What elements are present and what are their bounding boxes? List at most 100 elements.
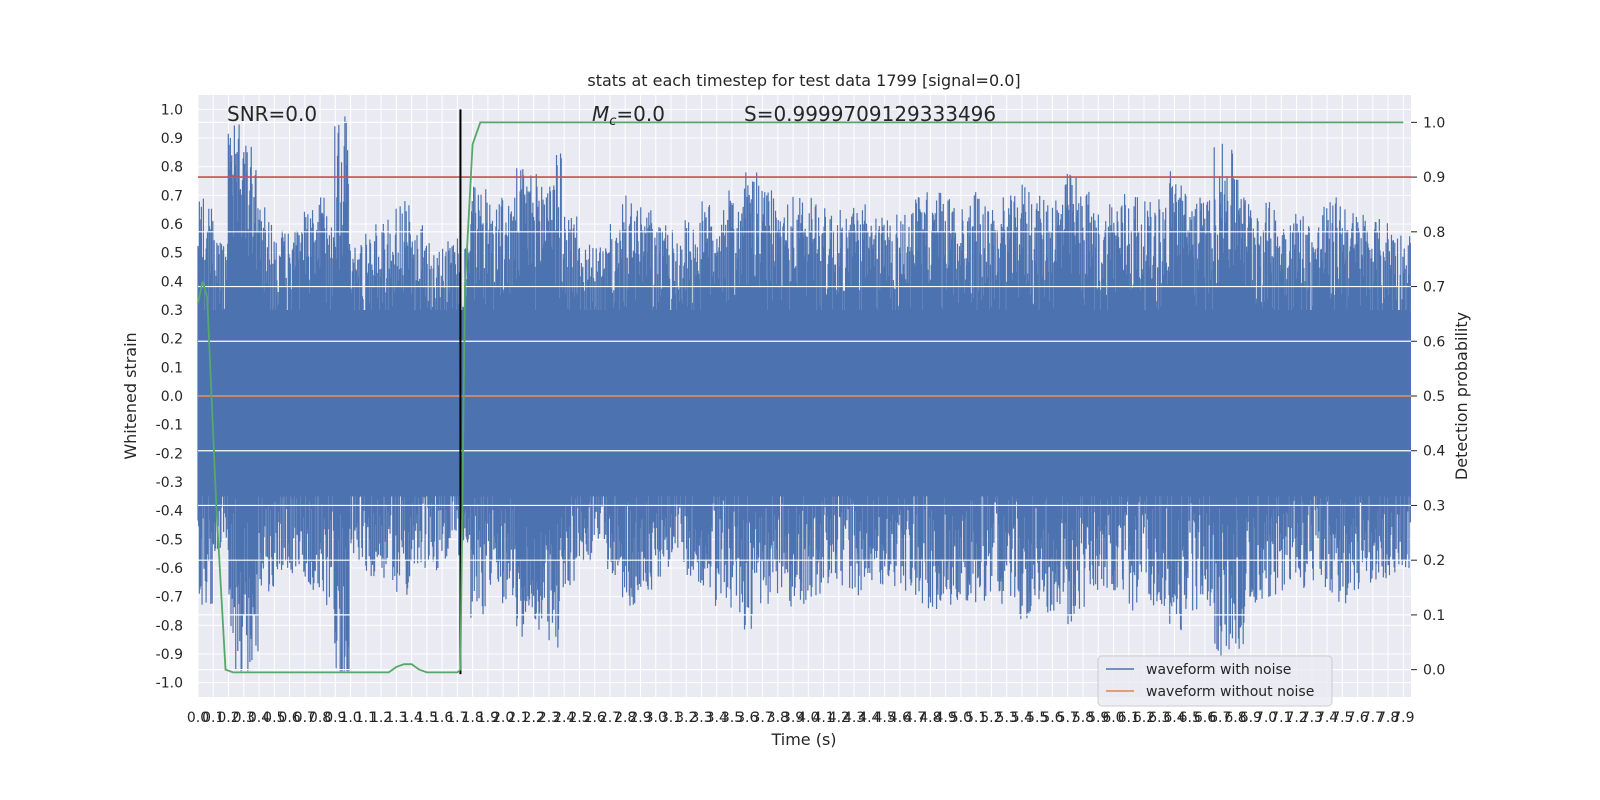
- y-tick-label: -0.1: [156, 418, 183, 434]
- y-tick-label: 0.5: [161, 246, 183, 262]
- x-tick-label: 6.1: [1118, 710, 1140, 726]
- x-tick-label: 3.8: [767, 710, 789, 726]
- x-tick-label: 7.0: [1255, 710, 1277, 726]
- noise-core-band: [198, 310, 1411, 497]
- chart-title: stats at each timestep for test data 179…: [587, 71, 1020, 90]
- y2-tick-label: 0.0: [1423, 663, 1445, 679]
- y-tick-label: -0.6: [156, 561, 183, 577]
- s-annotation: S=0.9999709129333496: [744, 102, 996, 126]
- y2-axis-label: Detection probability: [1452, 312, 1471, 480]
- x-tick-label: 1.3: [385, 710, 407, 726]
- x-tick-label: 7.3: [1301, 710, 1323, 726]
- x-tick-label: 7.2: [1285, 710, 1307, 726]
- x-tick-label: 4.1: [812, 710, 834, 726]
- x-tick-label: 0.4: [248, 710, 270, 726]
- y-tick-label: 0.7: [161, 188, 183, 204]
- x-tick-label: 5.4: [1011, 710, 1033, 726]
- x-tick-label: 4.7: [904, 710, 926, 726]
- x-tick-label: 5.7: [1057, 710, 1079, 726]
- y2-tick-label: 1.0: [1423, 115, 1445, 131]
- x-tick-label: 7.6: [1346, 710, 1368, 726]
- x-tick-label: 6.3: [1148, 710, 1170, 726]
- x-tick-label: 5.1: [965, 710, 987, 726]
- x-tick-label: 1.8: [462, 710, 484, 726]
- x-tick-label: 6.5: [1179, 710, 1201, 726]
- y-tick-label: -0.8: [156, 618, 183, 634]
- x-tick-label: 4.9: [935, 710, 957, 726]
- x-tick-label: 1.5: [416, 710, 438, 726]
- y2-tick-label: 0.8: [1423, 225, 1445, 241]
- x-tick-label: 0.6: [278, 710, 300, 726]
- y-tick-label: 0.6: [161, 217, 183, 233]
- y2-tick-label: 0.1: [1423, 608, 1445, 624]
- x-tick-label: 0.5: [263, 710, 285, 726]
- x-tick-label: 7.1: [1270, 710, 1292, 726]
- series-detection-probability: [197, 121, 1404, 674]
- x-tick-label: 0.7: [294, 710, 316, 726]
- y-tick-label: 0.4: [161, 274, 183, 290]
- x-tick-label: 5.5: [1026, 710, 1048, 726]
- y-tick-label: 0.1: [161, 360, 183, 376]
- x-tick-label: 7.8: [1377, 710, 1399, 726]
- x-tick-label: 6.9: [1240, 710, 1262, 726]
- y-tick-label: 0.8: [161, 160, 183, 176]
- y-tick-label: 0.9: [161, 131, 183, 147]
- x-tick-label: 0.8: [309, 710, 331, 726]
- x-tick-label: 1.2: [370, 710, 392, 726]
- x-tick-label: 6.4: [1163, 710, 1185, 726]
- y-tick-label: 0.3: [161, 303, 183, 319]
- x-tick-label: 0.2: [217, 710, 239, 726]
- x-tick-label: 2.2: [523, 710, 545, 726]
- x-axis-label: Time (s): [770, 730, 836, 749]
- x-tick-label: 3.2: [675, 710, 697, 726]
- x-tick-label: 3.4: [706, 710, 728, 726]
- x-tick-label: 3.9: [782, 710, 804, 726]
- x-tick-label: 3.5: [721, 710, 743, 726]
- y2-tick-label: 0.7: [1423, 280, 1445, 296]
- x-tick-label: 3.3: [690, 710, 712, 726]
- x-tick-label: 6.8: [1224, 710, 1246, 726]
- y-axis-label: Whitened strain: [121, 332, 140, 459]
- y2-tick-label: 0.3: [1423, 498, 1445, 514]
- x-tick-label: 2.7: [599, 710, 621, 726]
- x-tick-label: 2.8: [614, 710, 636, 726]
- y2-tick-label: 0.6: [1423, 334, 1445, 350]
- x-tick-label: 5.2: [980, 710, 1002, 726]
- x-tick-label: 4.0: [797, 710, 819, 726]
- x-tick-label: 3.0: [645, 710, 667, 726]
- y2-tick-label: 0.2: [1423, 553, 1445, 569]
- y2-tick-label: 0.4: [1423, 444, 1445, 460]
- x-tick-label: 7.9: [1392, 710, 1414, 726]
- y-tick-label: -0.4: [156, 504, 183, 520]
- y-tick-label: -0.3: [156, 475, 183, 491]
- x-tick-label: 1.1: [355, 710, 377, 726]
- x-tick-label: 7.4: [1316, 710, 1338, 726]
- x-tick-label: 5.9: [1087, 710, 1109, 726]
- x-tick-label: 5.8: [1072, 710, 1094, 726]
- y-axis-ticks: 1.0 0.9 0.8 0.7 0.6 0.5 0.4 0.3 0.2 0.1 0.0 -0.1 -0.…: [156, 102, 183, 691]
- x-axis-ticks: 0.00.10.20.30.40.50.60.70.80.91.01.11.21…: [187, 710, 1415, 726]
- x-tick-label: 2.4: [553, 710, 575, 726]
- x-tick-label: 4.8: [919, 710, 941, 726]
- x-tick-label: 1.9: [477, 710, 499, 726]
- y-tick-label: -0.5: [156, 532, 183, 548]
- x-tick-label: 0.1: [202, 710, 224, 726]
- x-tick-label: 0.9: [324, 710, 346, 726]
- x-tick-label: 6.7: [1209, 710, 1231, 726]
- x-tick-label: 6.2: [1133, 710, 1155, 726]
- y-tick-label: -0.2: [156, 446, 183, 462]
- x-tick-label: 6.6: [1194, 710, 1216, 726]
- mc-subscript: c: [609, 114, 616, 129]
- x-tick-label: 6.0: [1102, 710, 1124, 726]
- y-tick-label: -0.9: [156, 647, 183, 663]
- x-tick-label: 2.5: [568, 710, 590, 726]
- x-tick-label: 3.7: [751, 710, 773, 726]
- y-tick-label: -0.7: [156, 590, 183, 606]
- x-tick-label: 3.6: [736, 710, 758, 726]
- x-tick-label: 2.9: [629, 710, 651, 726]
- x-tick-label: 1.6: [431, 710, 453, 726]
- x-tick-label: 5.3: [996, 710, 1018, 726]
- x-tick-label: 5.6: [1041, 710, 1063, 726]
- x-tick-label: 4.6: [889, 710, 911, 726]
- x-tick-label: 4.3: [843, 710, 865, 726]
